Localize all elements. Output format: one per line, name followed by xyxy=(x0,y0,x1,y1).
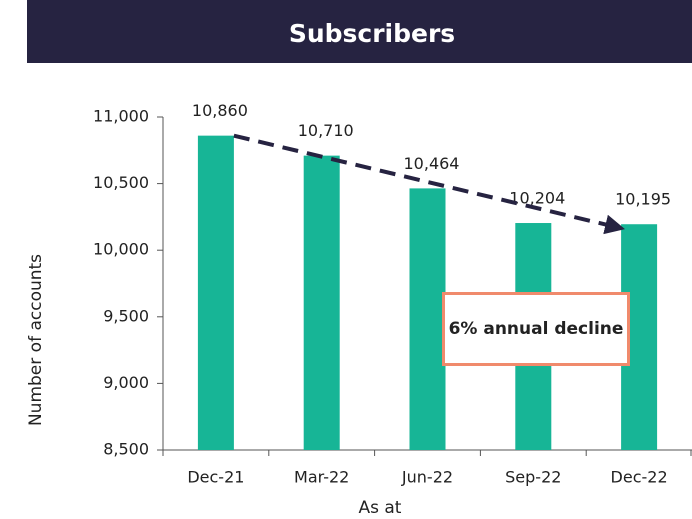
bar xyxy=(409,188,446,450)
data-label: 10,860 xyxy=(192,101,248,120)
annotation-box: 6% annual decline xyxy=(442,292,630,366)
chart-title: Subscribers xyxy=(289,19,455,48)
x-tick-label: Jun-22 xyxy=(401,468,453,487)
x-axis-label: As at xyxy=(359,498,402,518)
y-tick-label: 11,000 xyxy=(93,107,149,126)
y-tick-label: 9,500 xyxy=(103,306,149,325)
y-tick-label: 8,500 xyxy=(103,440,149,459)
title-bar xyxy=(27,0,692,63)
x-tick-label: Dec-22 xyxy=(611,468,668,487)
data-label: 10,195 xyxy=(615,190,671,209)
x-tick-label: Mar-22 xyxy=(294,468,349,487)
y-tick-label: 9,000 xyxy=(103,373,149,392)
y-axis-label: Number of accounts xyxy=(26,254,46,426)
x-tick-label: Dec-21 xyxy=(187,468,244,487)
bar xyxy=(197,135,234,450)
y-tick-label: 10,000 xyxy=(93,240,149,259)
data-label: 10,204 xyxy=(509,189,565,208)
x-tick-label: Sep-22 xyxy=(505,468,561,487)
trend-arrow xyxy=(233,133,625,235)
bar xyxy=(303,155,340,451)
data-label: 10,464 xyxy=(404,154,460,173)
data-label: 10,710 xyxy=(298,121,354,140)
y-tick-label: 10,500 xyxy=(93,173,149,192)
